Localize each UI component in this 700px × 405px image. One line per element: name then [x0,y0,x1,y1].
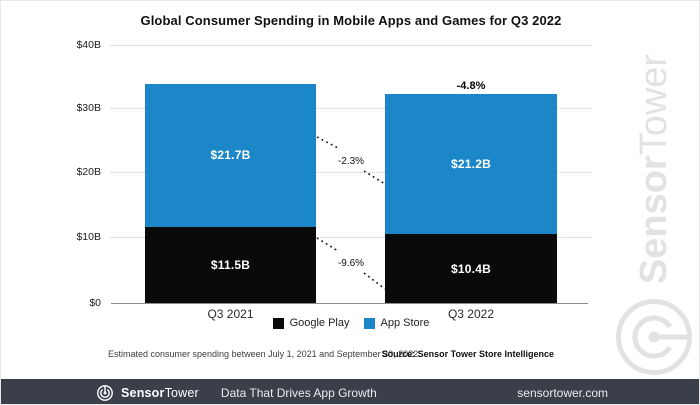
watermark-logo-icon [616,299,692,375]
gridline-10b [111,237,591,238]
watermark-brand-bold: Sensor [632,155,675,285]
bar-segment-google-play-q3-2022: $10.4B [385,234,557,303]
footer-bar: SensorTower Data That Drives App Growth … [1,379,699,404]
bar-segment-google-play-q3-2021: $11.5B [145,227,316,303]
bar-value-label: $10.4B [451,261,491,276]
bar-value-label: $11.5B [210,258,251,273]
source-note: Source: Sensor Tower Store Intelligence [381,349,554,359]
legend-item-app-store: App Store [363,317,430,329]
total-change-label: -4.8% [456,80,486,92]
y-tick-20b: $20B [76,166,101,178]
connector-app-store-left [316,136,339,149]
gridline-20b [111,172,591,173]
watermark-wordmark: Sensor Tower [631,51,677,287]
app-store-change-label: -2.3% [337,156,365,167]
y-tick-30b: $30B [76,102,101,114]
y-tick-40b: $40B [76,39,101,51]
legend-label-google-play: Google Play [289,317,350,329]
footer-website-link[interactable]: sensortower.com [517,385,608,400]
footer-tagline: Data That Drives App Growth [220,385,377,400]
footer-wordmark: SensorTower [121,386,199,400]
footer-brand-bold: Sensor [121,385,165,400]
bar-value-label: $21.7B [210,148,251,163]
bar-value-label: $21.2B [451,157,491,172]
legend-swatch-google-play [272,317,284,329]
footer-brand-light: Tower [164,385,199,400]
gridline-30b [111,108,591,109]
watermark-brand-light: Tower [632,53,675,156]
y-tick-0: $0 [89,297,101,309]
legend-label-app-store: App Store [380,317,430,329]
connector-google-play-right [363,272,386,290]
gridline-40b [111,45,591,46]
legend-swatch-app-store [363,317,375,329]
x-axis-line [111,303,588,304]
legend-item-google-play: Google Play [272,317,350,329]
y-tick-10b: $10B [76,231,101,243]
x-label-q3-2022: Q3 2022 [447,307,495,321]
bar-segment-app-store-q3-2022: $21.2B [385,94,557,235]
sensor-tower-logo-icon [97,384,113,401]
footnote: Estimated consumer spending between July… [108,349,421,359]
google-play-change-label: -9.6% [337,258,365,269]
connector-google-play-left [316,237,339,252]
bar-segment-app-store-q3-2021: $21.7B [145,83,316,228]
chart-title: Global Consumer Spending in Mobile Apps … [140,13,562,28]
legend: Google Play App Store [111,317,591,329]
x-label-q3-2021: Q3 2021 [207,307,254,321]
